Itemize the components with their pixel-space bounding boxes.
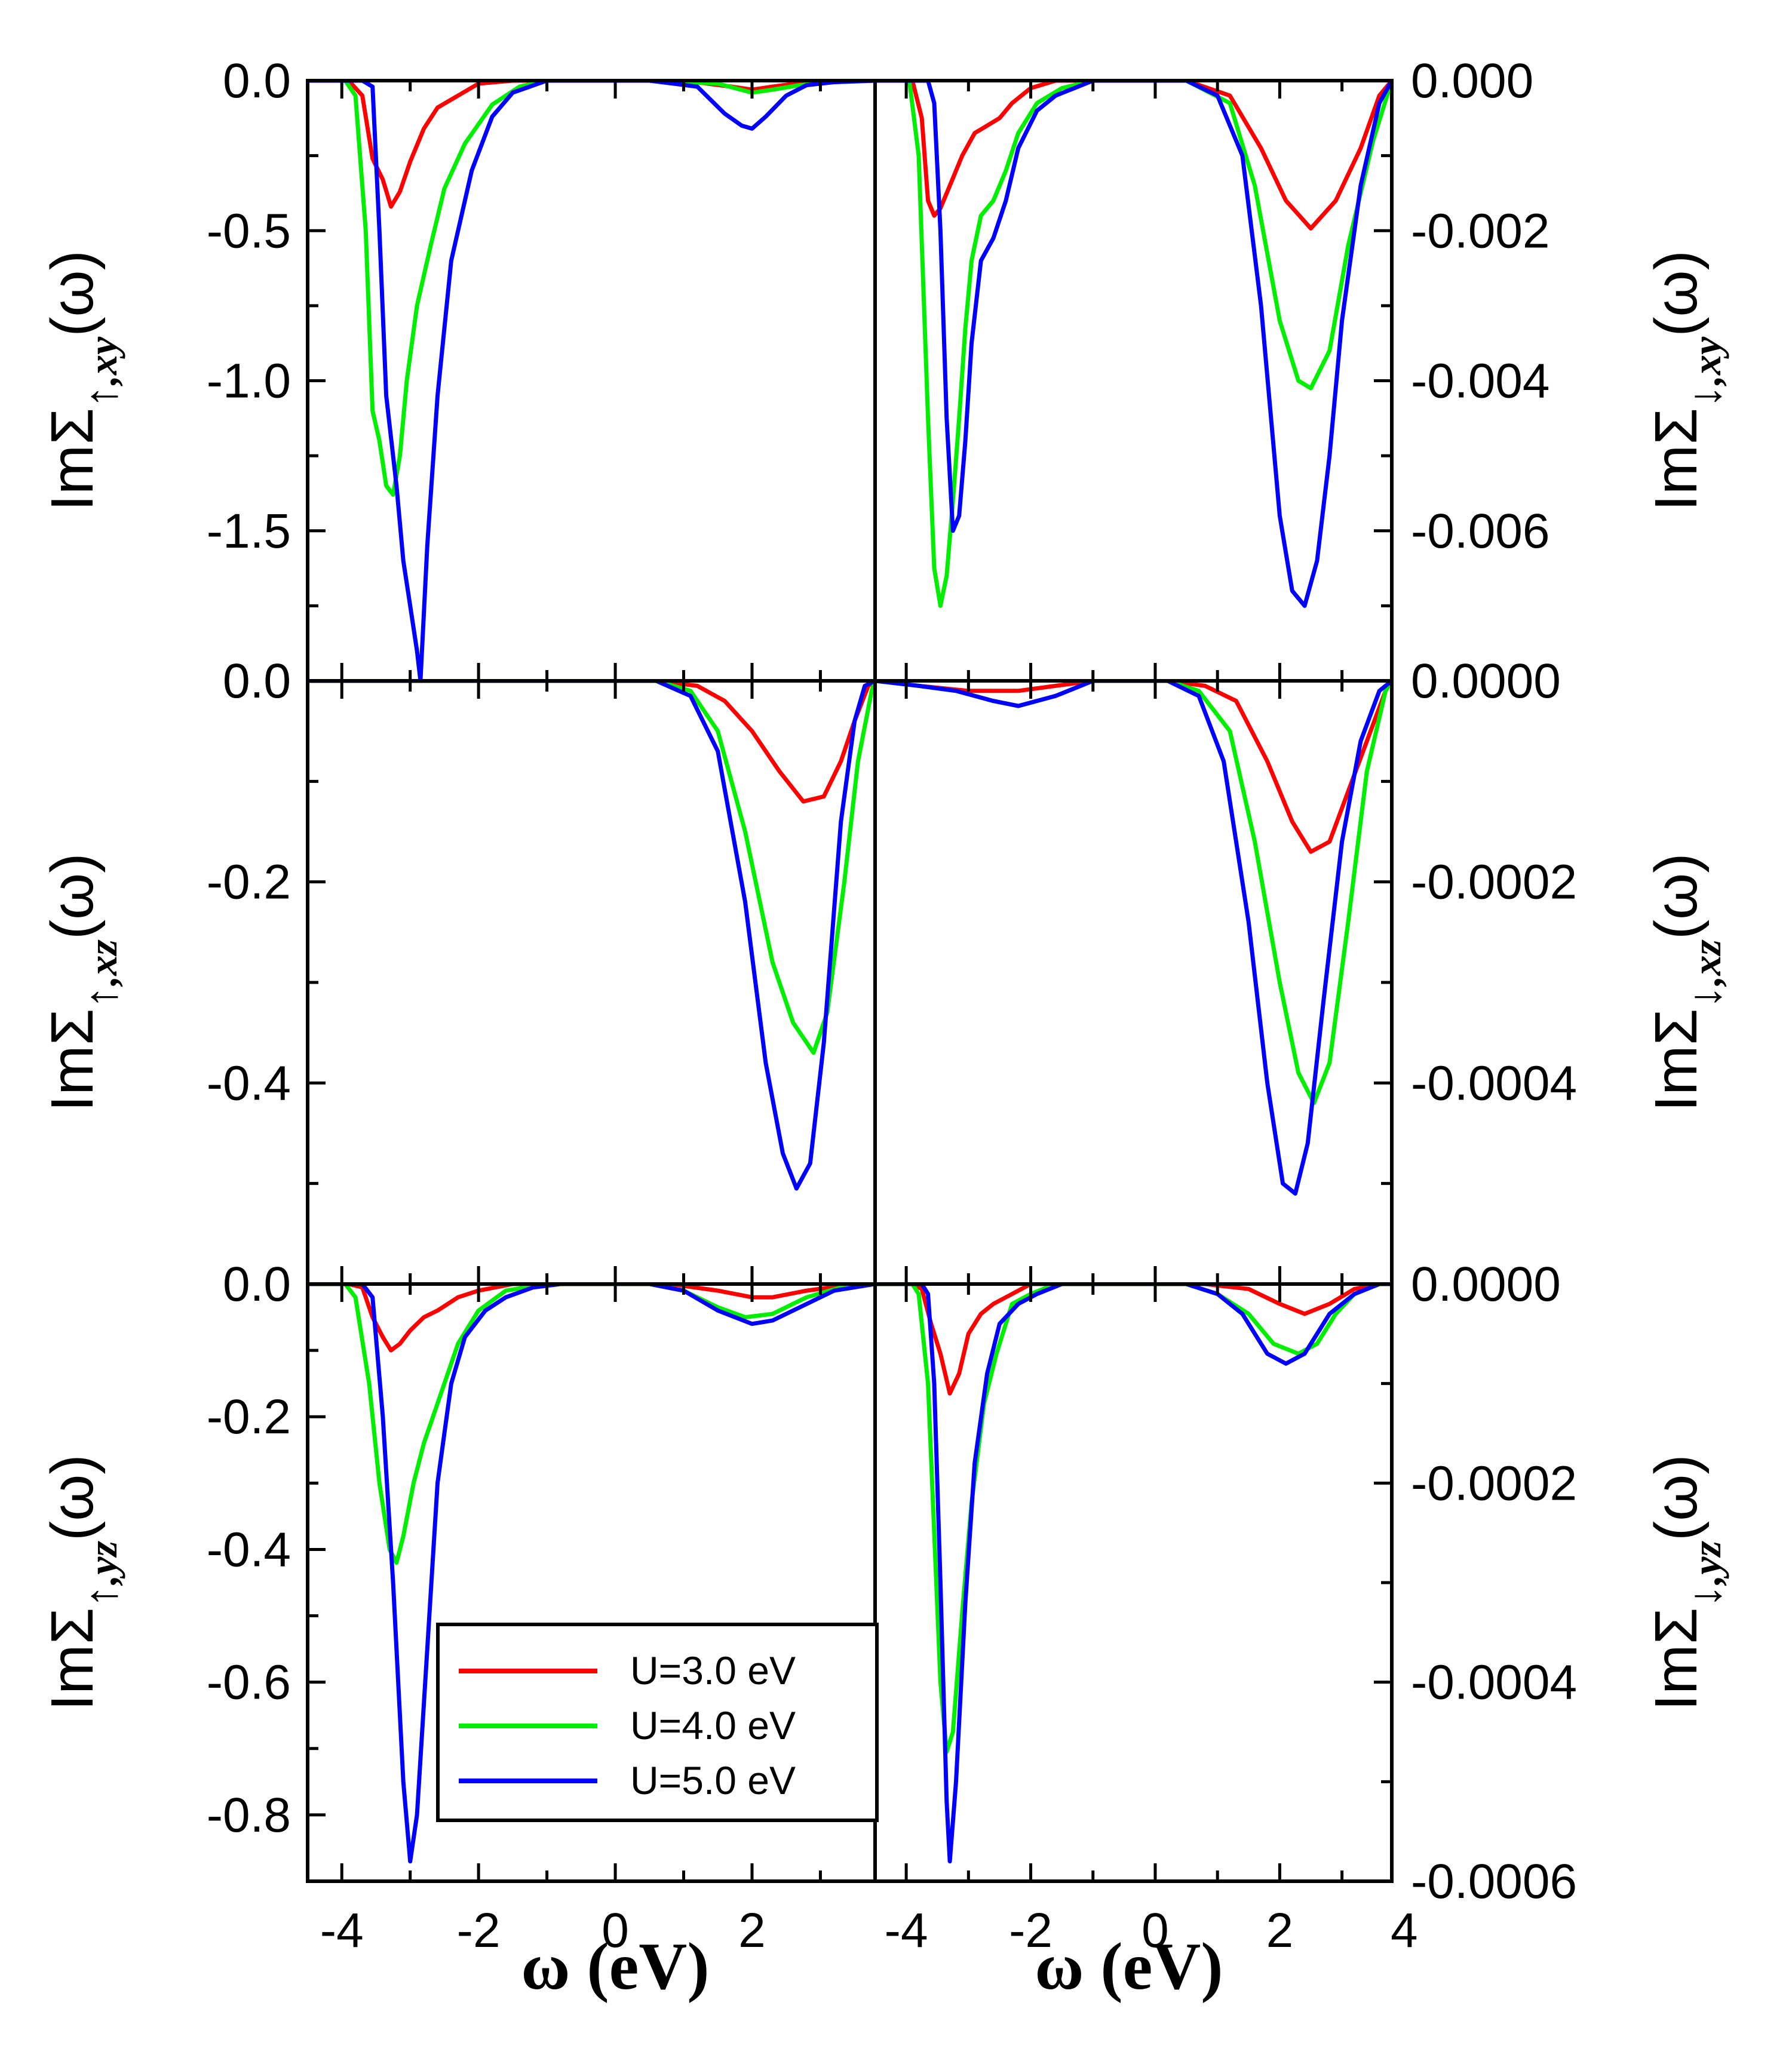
ytick-label-up-yz: -0.8: [207, 1788, 291, 1842]
ylabel-up-yz: ImΣ↑,yz(ω): [39, 1454, 127, 1710]
ytick-label-down-xy: -0.004: [1411, 354, 1550, 408]
ylabel-tail: (ω): [39, 250, 106, 337]
xtick-label-down-yz: -4: [885, 1903, 928, 1958]
ytick-label-up-xz: 0.0: [223, 654, 291, 708]
xtick-label-down-yz: 0: [1142, 1903, 1169, 1958]
ylabel-down-xz: ImΣ↓,xz(ω): [1643, 853, 1730, 1111]
ytick-label-up-xy: 0.0: [223, 654, 291, 708]
ylabel-arrow: ↓: [1680, 1585, 1730, 1608]
x-axis-label-right: ω (eV): [1035, 1930, 1223, 2004]
panel-up-yz: 0.0 -0.2 -0.4 -0.6 -0.8 -4 -2 0 2 ImΣ↑,yz(ω): [39, 1257, 877, 1958]
ylabel-arrow: ↓: [1680, 986, 1730, 1009]
series-u5-down-xy: [875, 81, 1392, 608]
ylabel-arrow: ↑: [76, 1585, 127, 1608]
ytick-label-down-yz: -0.0006: [1411, 1854, 1577, 1909]
ylabel-sub: ,xz: [80, 939, 125, 987]
ytick-label-up-yz: 0.0: [223, 1257, 291, 1311]
legend-box: [436, 1623, 879, 1822]
x-axis-label-left: ω (eV): [521, 1930, 709, 2004]
panels: 0.0-0.5-1.0-1.50.0ImΣ↑,xy(ω)0.000-0.002-…: [39, 54, 1730, 1958]
series-u4-up-xy: [308, 81, 875, 497]
ylabel-tail: (ω): [1643, 1454, 1710, 1541]
xtick-label-down-yz: 4: [1391, 1903, 1418, 1958]
ytick-label-down-xz: -0.0002: [1411, 855, 1577, 910]
ylabel-down-yz: ImΣ↓,yz(ω): [1643, 1454, 1730, 1710]
series-u4-up-yz: [308, 1284, 875, 1565]
ytick-label-up-xz: -0.2: [207, 855, 291, 910]
ytick-label-up-xy: -1.0: [207, 354, 291, 408]
ylabel-tail: (ω): [39, 1454, 106, 1541]
ytick-label-up-xy: 0.0: [223, 54, 291, 108]
xtick-label-up-yz: 0: [602, 1903, 629, 1958]
panel-up-xy: 0.0 -0.5 -1.0 -1.5 0.0 ImΣ↑,xy(ω): [39, 54, 877, 708]
ylabel-sub: ,yz: [1684, 1541, 1729, 1586]
ylabel-main: ImΣ: [39, 1608, 106, 1711]
xtick-label-down-yz: 2: [1266, 1903, 1294, 1958]
ylabel-sub: ,xy: [80, 336, 125, 386]
series-u4-down-yz: [875, 1284, 1392, 1754]
ytick-label-down-yz: 0.0000: [1411, 1257, 1561, 1311]
ylabel-down-xy: ImΣ↓,xy(ω): [1643, 250, 1730, 511]
panel-down-yz: 0.0000 -0.0002 -0.0004 -0.0006 -4 -2 0 2 4 ImΣ↓,y…: [873, 1257, 1730, 1958]
ylabel-arrow: ↓: [1680, 385, 1730, 408]
ylabel-sub: ,xz: [1684, 939, 1729, 987]
ylabel-main: ImΣ: [1643, 1009, 1710, 1112]
ylabel-main: ImΣ: [39, 1009, 106, 1112]
ylabel-tail: (ω): [1643, 250, 1710, 337]
legend: U=3.0 eV U=4.0 eV U=5.0 eV: [436, 1623, 879, 1822]
ylabel-up-xz: ImΣ↑,xz(ω): [39, 853, 127, 1111]
ytick-label-up-yz: -0.4: [207, 1522, 291, 1577]
ytick-label-up-yz: -0.2: [207, 1390, 291, 1444]
xtick-label-up-yz: 2: [738, 1903, 766, 1958]
series-u5-up-xz: [308, 681, 875, 1191]
legend-label-u5: U=5.0 eV: [630, 1758, 796, 1802]
series-u5-down-xz: [875, 681, 1392, 1196]
ylabel-main: ImΣ: [1643, 1608, 1710, 1711]
xtick-label-up-yz: -4: [320, 1903, 364, 1958]
ytick-label-down-xz: 0.0000: [1411, 654, 1561, 708]
ylabel-up-xy: ImΣ↑,xy(ω): [39, 250, 127, 511]
ytick-label-up-xz: -0.4: [207, 1056, 291, 1110]
ytick-label-up-xy: -0.5: [207, 204, 291, 258]
ytick-label-down-xy: -0.002: [1411, 204, 1550, 258]
ylabel-arrow: ↑: [76, 385, 127, 408]
ytick-label-down-xy: 0.000: [1411, 54, 1533, 108]
panel-up-xz: 0.0 -0.2 -0.4 ImΣ↑,xz(ω): [39, 654, 877, 1286]
xtick-label-up-yz: -2: [457, 1903, 501, 1958]
series-u5-down-yz: [875, 1284, 1392, 1864]
ylabel-sub: ,yz: [80, 1541, 125, 1586]
ytick-label-up-xy: -1.5: [207, 504, 291, 558]
series-u5-up-xy: [308, 81, 875, 681]
ytick-label-down-yz: -0.0002: [1411, 1456, 1577, 1510]
ylabel-arrow: ↑: [76, 986, 127, 1009]
ylabel-tail: (ω): [1643, 853, 1710, 939]
series-u4-down-xy: [875, 81, 1392, 608]
series-u4-up-xz: [308, 681, 875, 1055]
series-u5-up-yz: [308, 1284, 875, 1864]
ylabel-sub: ,xy: [1684, 336, 1729, 386]
ytick-label-down-xy: -0.006: [1411, 504, 1550, 558]
ytick-label-up-yz: -0.6: [207, 1655, 291, 1710]
ylabel-main: ImΣ: [39, 408, 106, 511]
legend-label-u3: U=3.0 eV: [630, 1648, 796, 1693]
panel-down-xy: 0.000 -0.002 -0.004 -0.006 ImΣ↓,xy(ω): [873, 54, 1730, 683]
ytick-label-down-yz: -0.0004: [1411, 1655, 1577, 1710]
ylabel-main: ImΣ: [1643, 408, 1710, 511]
ytick-label-down-xz: -0.0004: [1411, 1056, 1577, 1110]
series-u3-down-yz: [875, 1284, 1392, 1396]
legend-label-u4: U=4.0 eV: [630, 1703, 796, 1747]
xtick-label-down-yz: -2: [1009, 1903, 1053, 1958]
ylabel-tail: (ω): [39, 853, 106, 939]
panel-down-xz: 0.0000 -0.0002 -0.0004 ImΣ↓,xz(ω): [873, 654, 1730, 1286]
